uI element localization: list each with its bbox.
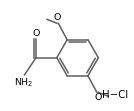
Text: O: O	[32, 29, 40, 38]
Text: O: O	[53, 13, 61, 22]
Text: H−Cl: H−Cl	[102, 90, 128, 100]
Text: O: O	[94, 93, 102, 102]
Text: NH$_2$: NH$_2$	[14, 77, 34, 89]
